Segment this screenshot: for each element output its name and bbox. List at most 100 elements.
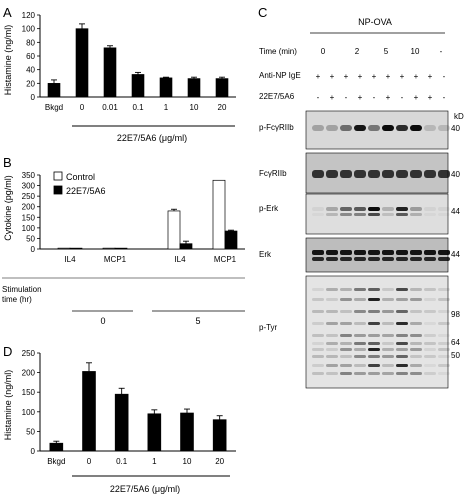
band [410, 348, 422, 351]
panel-a-bar [131, 74, 145, 98]
mab-sign: + [414, 93, 419, 102]
band [340, 288, 352, 291]
band [312, 257, 324, 261]
panel-a-xtick-label: 10 [190, 103, 199, 112]
time-point-5: 5 [384, 47, 389, 56]
band [312, 298, 324, 301]
time-point-2: 2 [355, 47, 360, 56]
band [368, 372, 380, 375]
panel-a-ytick-label: 60 [26, 52, 35, 61]
mab-sign: + [386, 93, 391, 102]
band [438, 207, 450, 211]
panel-a-ytick-label: 40 [26, 66, 35, 75]
panel-d-letter: D [3, 344, 12, 359]
mab-sign: - [317, 93, 320, 102]
marker-perk: 44 [451, 207, 460, 216]
band [382, 288, 394, 291]
panel-d-bar [49, 442, 64, 452]
mab-sign: - [443, 93, 446, 102]
band [410, 207, 422, 211]
panel-a-ytick-label: 0 [31, 93, 36, 102]
band [340, 298, 352, 301]
panel-a-xtick-label: 20 [218, 103, 227, 112]
time-point-none: - [440, 47, 443, 56]
band [438, 288, 450, 291]
mab-sign: + [358, 93, 363, 102]
band [312, 348, 324, 351]
sign-grid: + + + + + + + + + - - + - + - + - + + - [316, 72, 446, 102]
band [438, 334, 450, 337]
band [368, 322, 380, 325]
band [424, 372, 436, 375]
panel-b-bar-control [212, 179, 226, 250]
legend-swatch-22e7 [53, 185, 63, 195]
panel-a-xtick-label: 0.1 [132, 103, 144, 112]
panel-d-xtick-label: 0 [87, 457, 92, 466]
panel-d-bar [147, 413, 162, 452]
panel-a-ytick-label: 120 [22, 11, 36, 20]
panel-b-xtick-label: MCP1 [104, 255, 127, 264]
band [312, 170, 324, 178]
band [410, 288, 422, 291]
band [312, 355, 324, 358]
band [340, 207, 352, 211]
band [326, 213, 338, 216]
band [438, 298, 450, 301]
band [326, 322, 338, 325]
band [326, 364, 338, 367]
band [354, 288, 366, 291]
band [396, 322, 408, 325]
ige-sign: + [414, 72, 419, 81]
band [424, 170, 436, 178]
band [312, 322, 324, 325]
panel-d-ytick-label: 150 [22, 388, 36, 397]
band [354, 342, 366, 345]
band [326, 355, 338, 358]
band [438, 364, 450, 367]
band [354, 298, 366, 301]
panel-b-bar-control [102, 247, 116, 250]
band [424, 298, 436, 301]
band [396, 355, 408, 358]
panel-a-bar [215, 78, 229, 98]
band [340, 355, 352, 358]
band [424, 364, 436, 367]
ige-sign: + [330, 72, 335, 81]
panel-b-bar-22e7 [224, 230, 238, 250]
marker-erk: 44 [451, 250, 460, 259]
band [368, 298, 380, 301]
band [368, 207, 380, 211]
blot-label-ptyr: p-Tyr [259, 323, 278, 332]
band [410, 322, 422, 325]
band [438, 257, 450, 261]
stim-label-1: Stimulation [2, 285, 42, 294]
panel-b-ytick-label: 250 [22, 192, 36, 201]
stim-label-2: time (hr) [2, 295, 32, 304]
band [424, 334, 436, 337]
band [396, 342, 408, 345]
panel-b: B Cytokine (pg/ml) 050100150200250300350… [2, 155, 245, 326]
band [424, 310, 436, 313]
band [368, 170, 380, 178]
blot-ptyr [305, 275, 449, 389]
panel-d-ytick-label: 250 [22, 349, 36, 358]
band [424, 125, 436, 131]
band [382, 250, 394, 255]
band [312, 213, 324, 216]
panel-d-bar [114, 393, 129, 452]
band [438, 170, 450, 178]
band [410, 372, 422, 375]
panel-b-bar-22e7 [69, 247, 83, 250]
panel-d-ytick-label: 0 [31, 447, 36, 456]
band [340, 364, 352, 367]
band [410, 342, 422, 345]
band [424, 257, 436, 261]
panel-b-bar-22e7 [179, 243, 193, 250]
row-label-ige: Anti-NP IgE [259, 71, 301, 80]
marker-fcgriib: 40 [451, 170, 460, 179]
band [396, 250, 408, 255]
band [312, 288, 324, 291]
panel-a-bar [47, 83, 61, 98]
panel-b-ytick-label: 350 [22, 171, 36, 180]
